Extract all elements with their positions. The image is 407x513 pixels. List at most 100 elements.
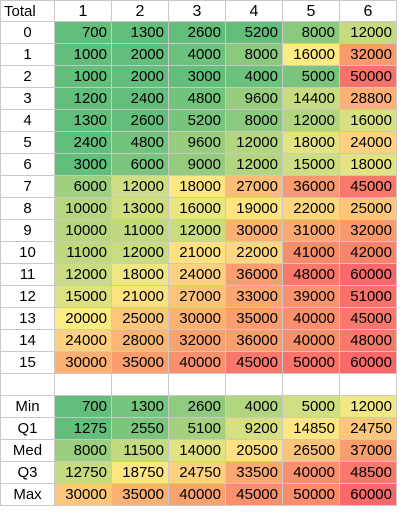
data-cell[interactable]: 1000: [55, 66, 112, 88]
data-cell[interactable]: 4800: [112, 132, 169, 154]
stat-cell[interactable]: 8000: [55, 440, 112, 462]
data-cell[interactable]: 60000: [340, 352, 397, 374]
stat-label-cell[interactable]: Q3: [1, 462, 55, 484]
data-cell[interactable]: 16000: [340, 110, 397, 132]
empty-cell[interactable]: [112, 374, 169, 396]
data-cell[interactable]: 12000: [169, 220, 226, 242]
stat-cell[interactable]: 24750: [340, 418, 397, 440]
row-label-cell[interactable]: 11: [1, 264, 55, 286]
data-cell[interactable]: 14400: [283, 88, 340, 110]
data-cell[interactable]: 32000: [340, 220, 397, 242]
data-cell[interactable]: 22000: [226, 242, 283, 264]
stat-cell[interactable]: 2600: [169, 396, 226, 418]
stat-cell[interactable]: 14850: [283, 418, 340, 440]
row-label-cell[interactable]: 7: [1, 176, 55, 198]
data-cell[interactable]: 4000: [226, 66, 283, 88]
column-header-cell[interactable]: 6: [340, 0, 397, 22]
data-cell[interactable]: 50000: [283, 352, 340, 374]
stat-cell[interactable]: 48500: [340, 462, 397, 484]
data-cell[interactable]: 18000: [283, 132, 340, 154]
data-cell[interactable]: 27000: [169, 286, 226, 308]
stat-cell[interactable]: 5000: [283, 396, 340, 418]
row-label-cell[interactable]: 9: [1, 220, 55, 242]
data-cell[interactable]: 3000: [55, 154, 112, 176]
stat-label-cell[interactable]: Med: [1, 440, 55, 462]
stat-cell[interactable]: 33500: [226, 462, 283, 484]
data-cell[interactable]: 45000: [226, 352, 283, 374]
stat-cell[interactable]: 2550: [112, 418, 169, 440]
data-cell[interactable]: 2600: [169, 22, 226, 44]
data-cell[interactable]: 22000: [283, 198, 340, 220]
empty-cell[interactable]: [283, 374, 340, 396]
stat-label-cell[interactable]: Min: [1, 396, 55, 418]
data-cell[interactable]: 2400: [55, 132, 112, 154]
data-cell[interactable]: 8000: [226, 110, 283, 132]
data-cell[interactable]: 12000: [340, 22, 397, 44]
data-cell[interactable]: 2000: [112, 66, 169, 88]
data-cell[interactable]: 30000: [226, 220, 283, 242]
data-cell[interactable]: 39000: [283, 286, 340, 308]
data-cell[interactable]: 42000: [340, 242, 397, 264]
stat-cell[interactable]: 1300: [112, 396, 169, 418]
column-header-cell[interactable]: 5: [283, 0, 340, 22]
data-cell[interactable]: 15000: [55, 286, 112, 308]
data-cell[interactable]: 30000: [169, 308, 226, 330]
data-cell[interactable]: 41000: [283, 242, 340, 264]
empty-cell[interactable]: [55, 374, 112, 396]
data-cell[interactable]: 25000: [340, 198, 397, 220]
row-label-cell[interactable]: 1: [1, 44, 55, 66]
stat-cell[interactable]: 26500: [283, 440, 340, 462]
column-header-cell[interactable]: 4: [226, 0, 283, 22]
row-label-cell[interactable]: 13: [1, 308, 55, 330]
data-cell[interactable]: 12000: [283, 110, 340, 132]
stat-cell[interactable]: 40000: [283, 462, 340, 484]
data-cell[interactable]: 2400: [112, 88, 169, 110]
column-header-cell[interactable]: 2: [112, 0, 169, 22]
data-cell[interactable]: 31000: [283, 220, 340, 242]
data-cell[interactable]: 27000: [226, 176, 283, 198]
data-cell[interactable]: 5000: [283, 66, 340, 88]
data-cell[interactable]: 40000: [283, 330, 340, 352]
stat-cell[interactable]: 11500: [112, 440, 169, 462]
data-cell[interactable]: 50000: [340, 66, 397, 88]
data-cell[interactable]: 36000: [226, 330, 283, 352]
stat-cell[interactable]: 37000: [340, 440, 397, 462]
stat-label-cell[interactable]: Max: [1, 484, 55, 506]
data-cell[interactable]: 6000: [55, 176, 112, 198]
stat-cell[interactable]: 700: [55, 396, 112, 418]
data-cell[interactable]: 18000: [340, 154, 397, 176]
data-cell[interactable]: 36000: [226, 264, 283, 286]
data-cell[interactable]: 28000: [112, 330, 169, 352]
column-header-cell[interactable]: 3: [169, 0, 226, 22]
data-cell[interactable]: 16000: [283, 44, 340, 66]
data-cell[interactable]: 12000: [112, 242, 169, 264]
stat-label-cell[interactable]: Q1: [1, 418, 55, 440]
data-cell[interactable]: 18000: [169, 176, 226, 198]
row-label-cell[interactable]: 8: [1, 198, 55, 220]
data-cell[interactable]: 45000: [340, 308, 397, 330]
data-cell[interactable]: 18000: [112, 264, 169, 286]
data-cell[interactable]: 1200: [55, 88, 112, 110]
empty-cell[interactable]: [340, 374, 397, 396]
data-cell[interactable]: 40000: [283, 308, 340, 330]
data-cell[interactable]: 24000: [169, 264, 226, 286]
data-cell[interactable]: 35000: [226, 308, 283, 330]
data-cell[interactable]: 12000: [112, 176, 169, 198]
stat-cell[interactable]: 24750: [169, 462, 226, 484]
row-label-cell[interactable]: 6: [1, 154, 55, 176]
column-header-cell[interactable]: 1: [55, 0, 112, 22]
stat-cell[interactable]: 50000: [283, 484, 340, 506]
data-cell[interactable]: 2600: [112, 110, 169, 132]
row-label-cell[interactable]: 14: [1, 330, 55, 352]
data-cell[interactable]: 6000: [112, 154, 169, 176]
stat-cell[interactable]: 12000: [340, 396, 397, 418]
data-cell[interactable]: 32000: [340, 44, 397, 66]
stat-cell[interactable]: 14000: [169, 440, 226, 462]
data-cell[interactable]: 15000: [283, 154, 340, 176]
data-cell[interactable]: 1000: [55, 44, 112, 66]
data-cell[interactable]: 40000: [169, 352, 226, 374]
data-cell[interactable]: 8000: [283, 22, 340, 44]
data-cell[interactable]: 700: [55, 22, 112, 44]
data-cell[interactable]: 1300: [55, 110, 112, 132]
data-cell[interactable]: 9600: [169, 132, 226, 154]
